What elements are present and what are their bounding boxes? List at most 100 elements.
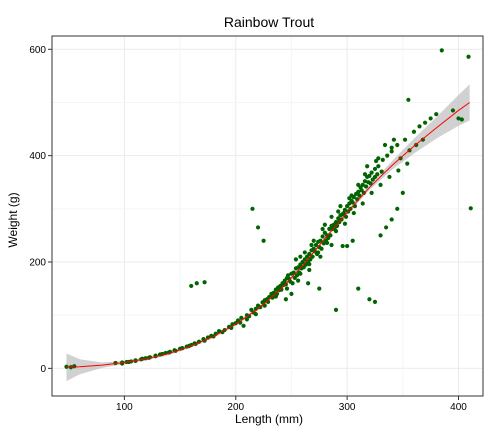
data-point <box>284 286 290 291</box>
y-axis-label: Weight (g) <box>6 192 20 247</box>
x-axis-label: Length (mm) <box>235 412 303 426</box>
data-point <box>286 273 291 278</box>
data-point <box>369 170 374 175</box>
data-point <box>338 204 343 209</box>
data-point <box>319 246 324 251</box>
data-point <box>389 145 394 150</box>
data-point <box>307 251 312 257</box>
x-tick-label: 400 <box>450 402 467 413</box>
data-point <box>322 222 327 227</box>
plot-background <box>52 36 483 396</box>
fit-line-layer <box>66 102 470 368</box>
data-point <box>356 182 361 187</box>
data-point <box>318 238 323 243</box>
data-point <box>314 251 320 257</box>
data-point <box>369 190 374 195</box>
data-point <box>313 242 319 248</box>
data-point <box>349 193 354 198</box>
data-point <box>417 124 422 129</box>
data-point <box>384 225 389 230</box>
x-tick-label: 200 <box>227 402 244 413</box>
data-point <box>255 225 261 230</box>
data-point <box>318 254 323 259</box>
data-point <box>468 206 473 211</box>
data-point <box>329 242 334 248</box>
data-point <box>340 243 345 249</box>
data-point <box>372 166 378 172</box>
plot-border <box>51 35 484 397</box>
data-point <box>189 283 194 289</box>
data-point <box>389 149 394 154</box>
y-tick-label: 400 <box>29 151 46 162</box>
data-point <box>328 233 333 238</box>
data-point <box>351 210 356 216</box>
data-point <box>342 221 348 226</box>
data-point <box>350 200 355 205</box>
data-point <box>378 233 383 238</box>
data-point <box>395 206 400 211</box>
data-point <box>310 254 315 259</box>
data-point <box>362 172 368 177</box>
data-point <box>363 184 369 189</box>
x-tick-label: 300 <box>339 402 356 413</box>
data-point <box>289 291 294 297</box>
data-point <box>307 267 312 273</box>
data-point <box>376 164 381 169</box>
data-point <box>327 226 332 232</box>
data-point <box>400 190 405 195</box>
data-point <box>194 281 199 286</box>
plot-area <box>51 35 484 397</box>
data-point <box>359 188 364 193</box>
data-point <box>439 48 444 53</box>
data-point <box>362 179 368 184</box>
data-point <box>420 137 425 142</box>
data-point <box>333 307 339 312</box>
data-point <box>459 117 464 122</box>
data-point <box>329 214 334 219</box>
data-point <box>434 112 439 117</box>
data-point <box>466 54 471 59</box>
data-point <box>292 275 297 281</box>
data-point <box>309 242 314 248</box>
data-point <box>279 287 284 292</box>
data-point <box>372 174 378 180</box>
data-point <box>380 157 385 162</box>
data-point <box>333 220 339 225</box>
data-point <box>241 323 246 328</box>
data-point <box>389 217 394 222</box>
data-point <box>387 174 392 180</box>
data-point <box>306 281 311 286</box>
y-axis: 0 200 400 600 <box>29 45 52 375</box>
data-point <box>350 238 355 243</box>
data-point <box>428 116 433 121</box>
data-point <box>367 297 372 302</box>
data-point <box>293 257 298 262</box>
data-point <box>456 116 461 121</box>
data-point <box>360 182 365 187</box>
data-point <box>402 137 408 142</box>
data-point <box>336 216 341 221</box>
data-point <box>244 317 249 322</box>
data-point <box>356 189 361 194</box>
data-point <box>283 297 288 302</box>
data-point <box>250 206 255 211</box>
data-point <box>360 201 365 206</box>
data-point <box>320 226 325 232</box>
data-point <box>296 278 301 283</box>
data-point <box>405 161 410 166</box>
data-point <box>376 156 381 161</box>
y-tick-label: 200 <box>29 257 46 268</box>
data-point <box>372 299 378 304</box>
y-tick-label: 600 <box>29 45 46 56</box>
data-point <box>239 315 244 320</box>
data-point <box>216 329 222 334</box>
data-point <box>270 295 275 300</box>
data-point <box>202 280 207 285</box>
data-point <box>382 142 388 148</box>
data-point <box>311 238 316 243</box>
data-point <box>323 238 329 243</box>
grid <box>52 36 483 396</box>
data-point <box>64 364 69 369</box>
data-point <box>317 286 322 291</box>
